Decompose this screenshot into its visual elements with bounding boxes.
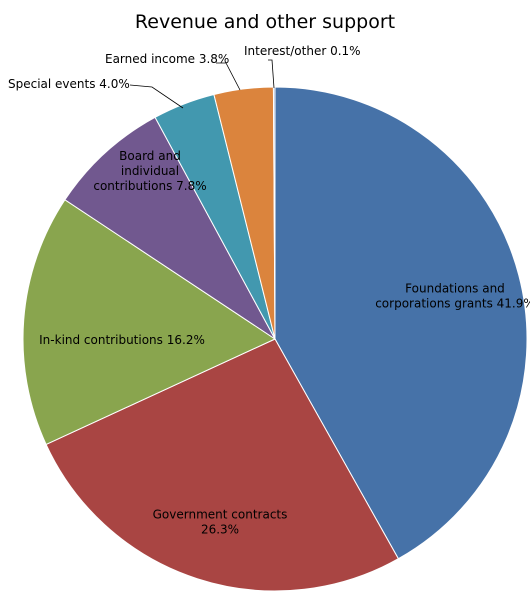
pie-slices [22,86,528,592]
slice-label-line: 26.3% [201,523,239,537]
slice-label: Board and individual contributions 7.8% [93,149,206,193]
slice-label: In-kind contributions 16.2% [39,333,205,347]
slice-label: Special events 4.0% [8,77,130,91]
slice-label-line: Special events 4.0% [8,77,130,91]
slice-foundations-grants [274,86,528,560]
slice-label-line: Interest/other 0.1% [244,44,361,58]
slice-label-line: contributions 7.8% [93,179,206,193]
slice-label-line: Foundations and [405,282,505,296]
slice-label-line: corporations grants 41.9% [375,297,530,311]
slice-government-contracts [45,338,400,592]
leader-line [129,84,184,109]
slice-label-line: Government contracts [153,508,288,522]
leader-line [268,59,275,89]
slice-board-individual [64,116,276,340]
slice-label: Earned income 3.8% [105,52,229,66]
slice-label: Foundations and corporations grants 41.9% [375,282,530,311]
slice-in-kind-contributions [22,199,277,446]
leader-lines [129,59,275,109]
slice-label-line: Board and [119,149,181,163]
slice-labels: Foundations and corporations grants 41.9%… [8,44,530,537]
slice-label-line: individual [121,164,179,178]
slice-label: Government contracts 26.3% [153,508,288,537]
chart-title: Revenue and other support [135,11,395,33]
slice-label: Interest/other 0.1% [244,44,361,58]
slice-label-line: Earned income 3.8% [105,52,229,66]
slice-label-line: In-kind contributions 16.2% [39,333,205,347]
leader-line [216,62,241,91]
